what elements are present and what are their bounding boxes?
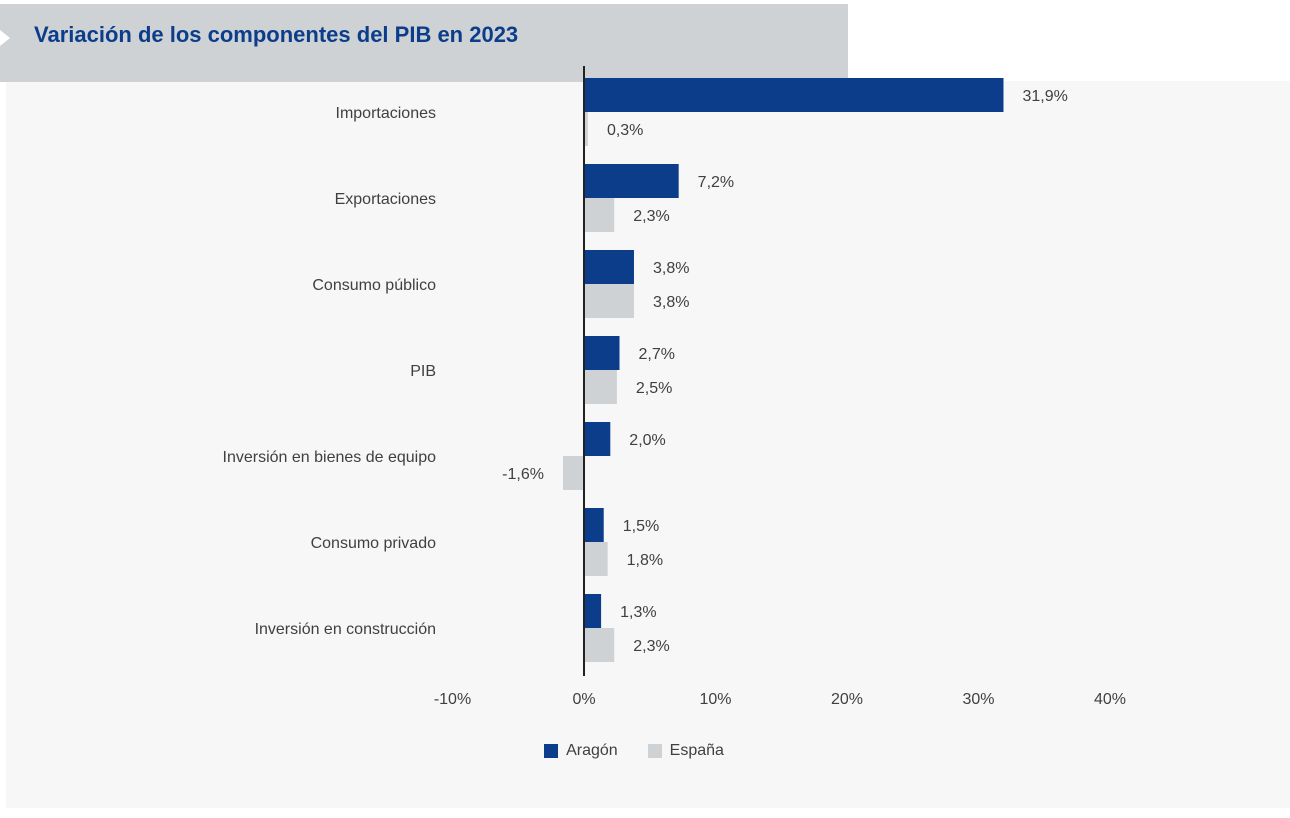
bar-aragon <box>584 508 604 542</box>
title-banner: Variación de los componentes del PIB en … <box>0 4 848 82</box>
category-label: PIB <box>410 363 436 380</box>
bar-espana <box>584 628 615 662</box>
bar-espana <box>584 370 617 404</box>
category-label: Consumo privado <box>311 535 437 552</box>
data-label: 3,8% <box>653 294 689 311</box>
chart-title: Variación de los componentes del PIB en … <box>34 22 519 47</box>
category-label: Inversión en bienes de equipo <box>223 449 437 466</box>
legend-label-aragon: Aragón <box>566 742 618 759</box>
bar-aragon <box>584 336 620 370</box>
title-notch <box>0 30 10 46</box>
x-tick-label: 40% <box>1094 691 1126 708</box>
bar-aragon <box>584 594 602 628</box>
data-label: 2,0% <box>629 432 665 449</box>
category-label: Importaciones <box>336 105 437 122</box>
category-label: Consumo público <box>312 277 436 294</box>
x-tick-label: 10% <box>699 691 731 708</box>
x-tick-label: 20% <box>831 691 863 708</box>
data-label: 3,8% <box>653 260 689 277</box>
data-label: 7,2% <box>698 174 734 191</box>
category-label: Exportaciones <box>335 191 436 208</box>
data-label: 31,9% <box>1022 88 1067 105</box>
data-label: 1,8% <box>627 552 663 569</box>
bar-aragon <box>584 250 634 284</box>
bar-espana <box>584 112 588 146</box>
data-label: 0,3% <box>607 122 643 139</box>
data-label: 2,5% <box>636 380 672 397</box>
legend-swatch-espana <box>647 744 662 758</box>
data-label: 1,3% <box>620 604 656 621</box>
data-label: 2,7% <box>639 346 675 363</box>
bar-aragon <box>584 164 679 198</box>
data-label: -1,6% <box>502 466 544 483</box>
data-label: 1,5% <box>623 518 659 535</box>
data-label: 2,3% <box>633 208 669 225</box>
bar-aragon <box>584 78 1004 112</box>
x-tick-label: -10% <box>434 691 471 708</box>
bar-espana <box>562 456 584 490</box>
legend-label-espana: España <box>669 742 724 759</box>
category-label: Inversión en construcción <box>255 621 436 638</box>
data-label: 2,3% <box>633 638 669 655</box>
bar-aragon <box>584 422 611 456</box>
x-tick-label: 30% <box>962 691 994 708</box>
chart-panel <box>6 81 1290 808</box>
legend: Aragón España <box>0 742 1290 760</box>
bar-espana <box>584 542 608 576</box>
legend-item-espana: España <box>647 742 724 760</box>
legend-swatch-aragon <box>544 744 559 758</box>
legend-item-aragon: Aragón <box>544 742 618 760</box>
bar-espana <box>584 198 615 232</box>
x-tick-label: 0% <box>572 691 595 708</box>
bar-espana <box>584 284 634 318</box>
